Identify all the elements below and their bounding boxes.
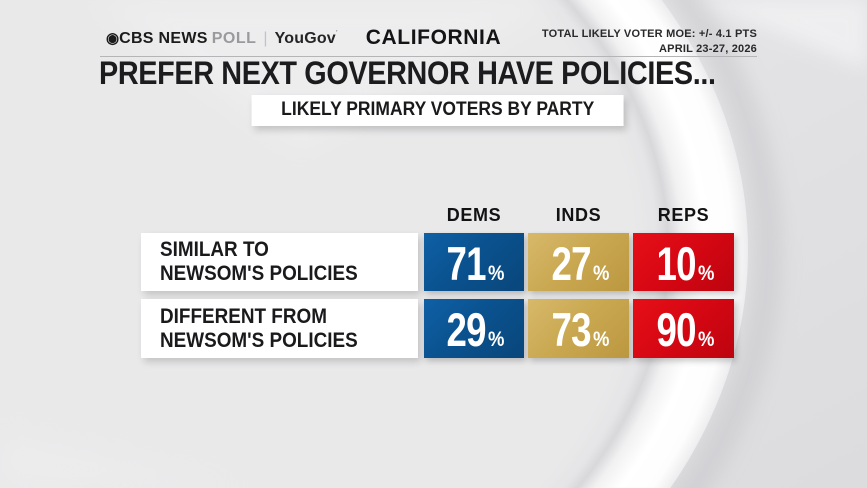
value-different-inds: 73 [551,303,591,356]
row-label-different: DIFFERENT FROM NEWSOM'S POLICIES [141,299,418,358]
moe-line2: APRIL 23-27, 2026 [659,42,757,55]
logo-divider: | [263,30,268,47]
subtitle-label: LIKELY PRIMARY VOTERS BY PARTY [280,99,594,120]
row-label-line2: NEWSOM'S POLICIES [160,262,358,285]
percent-sign: % [592,328,610,351]
value-similar-inds: 27 [551,236,591,290]
cell-different-inds: 73% [528,299,629,358]
cell-similar-reps: 10% [633,233,734,291]
value-different-reps: 90 [656,303,696,356]
header-divider-line [100,56,757,57]
cbs-news-label: CBS NEWS [119,30,208,47]
cbs-news-poll-yougov-logo: ◉CBS NEWS POLL | YouGov’ [106,29,338,48]
percent-sign: % [592,261,610,285]
column-header-reps: REPS [657,205,710,225]
yougov-label: YouGov [274,30,336,47]
percent-sign: % [697,261,715,285]
percent-sign: % [488,328,505,351]
cell-different-reps: 90% [633,299,734,358]
row-label-similar: SIMILAR TO NEWSOM'S POLICIES [141,233,418,291]
row-label-line1: SIMILAR TO [160,238,269,262]
cell-similar-dems: 71% [424,233,524,291]
page-title: PREFER NEXT GOVERNOR HAVE POLICIES... [99,55,716,91]
value-different-dems: 29 [446,303,487,356]
subtitle-box: LIKELY PRIMARY VOTERS BY PARTY [251,95,624,126]
column-header-inds: INDS [555,205,602,225]
column-header-dems: DEMS [446,205,502,225]
row-label-line2: NEWSOM'S POLICIES [160,328,358,352]
value-similar-reps: 10 [656,236,696,290]
moe-line1: TOTAL LIKELY VOTER MOE: +/- 4.1 PTS [541,28,757,40]
cell-different-dems: 29% [424,299,524,358]
cbs-eye-icon: ◉ [106,30,120,47]
value-similar-dems: 71 [446,236,487,290]
yougov-mark: ’ [335,29,338,38]
percent-sign: % [697,328,715,351]
cell-similar-inds: 27% [528,233,629,291]
poll-label: POLL [211,30,257,47]
region-label: CALIFORNIA [365,26,502,49]
moe-note: TOTAL LIKELY VOTER MOE: +/- 4.1 PTS APRI… [542,27,757,57]
percent-sign: % [488,261,505,285]
row-label-line1: DIFFERENT FROM [160,304,327,328]
